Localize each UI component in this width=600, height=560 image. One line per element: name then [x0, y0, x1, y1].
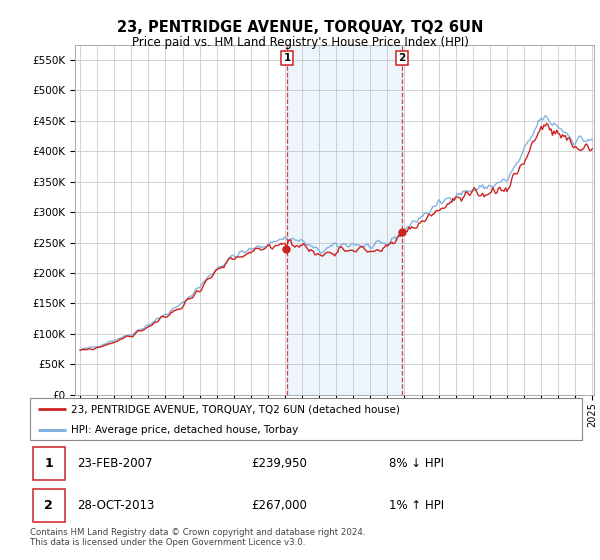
Text: 23, PENTRIDGE AVENUE, TORQUAY, TQ2 6UN: 23, PENTRIDGE AVENUE, TORQUAY, TQ2 6UN [117, 20, 483, 35]
Text: 23-FEB-2007: 23-FEB-2007 [77, 457, 152, 470]
Text: £267,000: £267,000 [251, 499, 307, 512]
FancyBboxPatch shape [33, 447, 65, 480]
Bar [287, 45, 401, 395]
FancyBboxPatch shape [33, 489, 65, 522]
Text: 8% ↓ HPI: 8% ↓ HPI [389, 457, 444, 470]
Text: HPI: Average price, detached house, Torbay: HPI: Average price, detached house, Torb… [71, 426, 299, 435]
Text: Price paid vs. HM Land Registry's House Price Index (HPI): Price paid vs. HM Land Registry's House … [131, 36, 469, 49]
Text: 1: 1 [283, 53, 290, 63]
Text: 1: 1 [44, 457, 53, 470]
Text: 2: 2 [44, 499, 53, 512]
Text: 2: 2 [398, 53, 405, 63]
Text: £239,950: £239,950 [251, 457, 307, 470]
Text: Contains HM Land Registry data © Crown copyright and database right 2024.
This d: Contains HM Land Registry data © Crown c… [30, 528, 365, 547]
Text: 28-OCT-2013: 28-OCT-2013 [77, 499, 154, 512]
FancyBboxPatch shape [30, 398, 582, 440]
Text: 23, PENTRIDGE AVENUE, TORQUAY, TQ2 6UN (detached house): 23, PENTRIDGE AVENUE, TORQUAY, TQ2 6UN (… [71, 404, 400, 414]
Text: 1% ↑ HPI: 1% ↑ HPI [389, 499, 444, 512]
